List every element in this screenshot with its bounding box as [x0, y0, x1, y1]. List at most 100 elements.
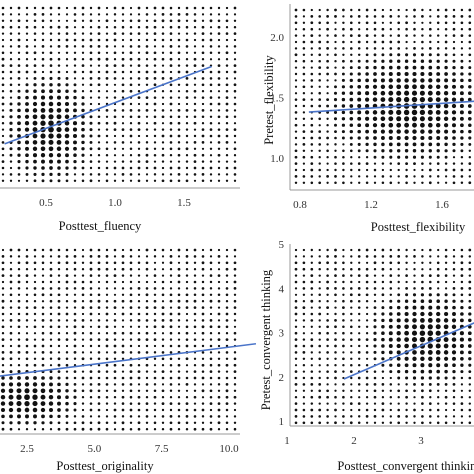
data-point	[137, 306, 141, 309]
data-point	[73, 287, 77, 290]
data-point	[294, 8, 298, 12]
data-point	[302, 34, 306, 37]
data-point	[294, 293, 298, 296]
data-point	[121, 402, 125, 405]
data-point	[342, 364, 345, 367]
data-point	[65, 287, 69, 290]
data-point	[169, 19, 173, 23]
data-point	[65, 25, 69, 29]
data-point	[233, 173, 237, 176]
data-point	[452, 299, 456, 303]
data-point	[217, 415, 221, 418]
data-point	[318, 8, 321, 12]
data-point	[310, 312, 314, 316]
data-point	[89, 57, 93, 61]
data-point	[217, 421, 221, 425]
data-point	[129, 402, 133, 405]
data-point	[201, 383, 205, 386]
data-point	[73, 108, 77, 113]
data-point	[153, 77, 157, 80]
data-point	[217, 428, 221, 431]
data-point	[97, 160, 101, 163]
data-point	[193, 287, 197, 290]
data-point	[365, 97, 370, 102]
data-point	[389, 312, 393, 316]
data-point	[429, 15, 432, 18]
data-point	[350, 8, 353, 12]
data-point	[381, 396, 385, 399]
data-point	[57, 299, 61, 303]
data-point	[396, 129, 401, 134]
data-point	[429, 261, 432, 264]
data-point	[225, 383, 229, 386]
data-point	[145, 160, 149, 163]
data-point	[452, 162, 456, 165]
data-point	[129, 19, 133, 23]
data-point	[334, 331, 337, 335]
data-point	[373, 331, 377, 335]
data-point	[405, 287, 408, 290]
data-point	[0, 407, 6, 413]
data-point	[177, 38, 181, 42]
data-point	[177, 255, 181, 258]
data-point	[468, 72, 472, 76]
y-tick-label: 2.0	[270, 32, 284, 44]
data-point	[32, 133, 38, 139]
data-point	[161, 389, 165, 393]
data-point	[113, 325, 117, 328]
data-point	[404, 337, 409, 342]
data-point	[413, 27, 416, 31]
data-point	[310, 306, 313, 309]
data-point	[105, 293, 109, 296]
data-point	[373, 293, 377, 296]
data-point	[105, 370, 109, 373]
data-point	[350, 389, 353, 392]
data-point	[217, 58, 221, 61]
data-point	[381, 415, 385, 418]
data-point	[342, 66, 345, 69]
data-point	[467, 337, 472, 342]
data-point	[381, 40, 385, 44]
data-point	[177, 344, 181, 348]
data-point	[350, 255, 353, 258]
data-point	[310, 319, 314, 322]
data-point	[64, 146, 70, 151]
data-point	[49, 159, 53, 164]
data-point	[349, 15, 353, 18]
data-point	[373, 53, 377, 57]
data-point	[373, 383, 377, 386]
data-point	[161, 26, 165, 29]
data-point	[41, 179, 45, 183]
data-point	[193, 293, 197, 297]
data-point	[161, 332, 165, 335]
data-point	[233, 166, 237, 170]
data-point	[302, 255, 306, 258]
data-point	[177, 325, 181, 328]
data-point	[121, 32, 125, 35]
data-point	[341, 104, 346, 108]
data-point	[435, 330, 441, 336]
data-point	[460, 162, 464, 165]
data-point	[153, 115, 157, 119]
data-point	[145, 376, 149, 380]
data-point	[145, 32, 149, 35]
data-point	[217, 153, 221, 157]
data-point	[233, 115, 237, 119]
data-point	[113, 6, 117, 10]
data-point	[201, 122, 205, 125]
data-point	[145, 109, 149, 112]
data-point	[177, 6, 181, 10]
data-point	[419, 349, 425, 355]
data-point	[185, 38, 189, 42]
data-point	[334, 351, 337, 354]
data-point	[113, 166, 117, 170]
data-point	[451, 116, 457, 121]
data-point	[113, 395, 117, 399]
data-point	[373, 248, 377, 252]
data-point	[318, 395, 322, 399]
data-point	[153, 51, 157, 55]
data-point	[294, 331, 298, 335]
data-point	[65, 153, 69, 158]
data-point	[81, 357, 85, 361]
data-point	[17, 127, 21, 132]
